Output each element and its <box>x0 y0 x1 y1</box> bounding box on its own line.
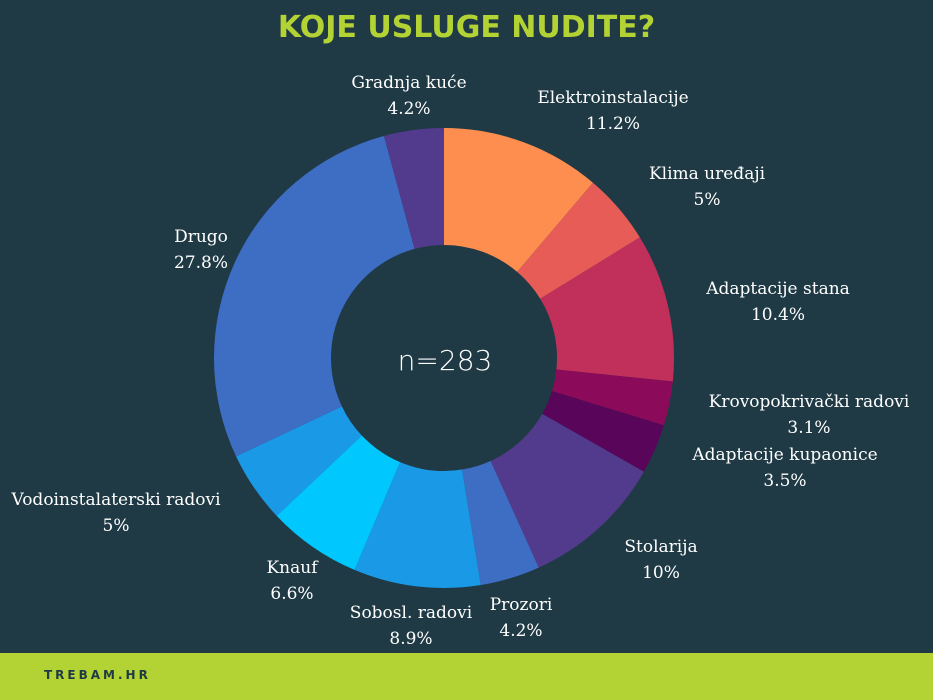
slice-prozori <box>462 460 539 586</box>
slice-label: Vodoinstalaterski radovi <box>10 490 221 510</box>
slice-value: 6.6% <box>270 584 313 604</box>
slice-value: 11.2% <box>586 114 640 134</box>
slice-label: Elektroinstalacije <box>537 88 688 108</box>
center-label: n=283 <box>398 344 493 377</box>
slice-adaptacije-stana <box>540 237 674 382</box>
slice-label: Knauf <box>266 558 319 578</box>
slice-value: 3.1% <box>787 418 830 438</box>
slice-label: Prozori <box>490 595 553 615</box>
slice-value: 5% <box>694 190 721 210</box>
slice-label: Drugo <box>174 227 228 247</box>
slice-drugo <box>214 135 415 457</box>
slice-elektroinstalacije <box>444 128 593 272</box>
slice-label: Krovopokrivački radovi <box>709 392 910 412</box>
slice-label: Adaptacije stana <box>705 279 850 299</box>
slice-krovopokriva-ki-radovi <box>552 369 673 426</box>
donut-chart: n=283 Elektroinstalacije 11.2% Klima uređa… <box>10 73 910 649</box>
slice-label: Stolarija <box>624 537 697 557</box>
slice-value: 3.5% <box>763 471 806 491</box>
slice-value: 27.8% <box>174 253 228 273</box>
slice-label: Sobosl. radovi <box>350 603 473 623</box>
chart-title: KOJE USLUGE NUDITE? <box>277 10 656 45</box>
slice-adaptacije-kupaonice <box>542 391 664 472</box>
slice-label: Gradnja kuće <box>351 73 466 93</box>
slice-value: 10.4% <box>751 305 805 325</box>
slice-value: 4.2% <box>387 99 430 119</box>
brand-logo: TREBAM.HR <box>44 668 151 682</box>
slice-label: Adaptacije kupaonice <box>691 445 877 465</box>
slice-value: 4.2% <box>499 621 542 641</box>
slice-klima-ure-aji <box>517 182 640 299</box>
slice-label: Klima uređaji <box>649 164 766 184</box>
slice-knauf <box>276 435 401 570</box>
slice-value: 8.9% <box>389 629 432 649</box>
slice-sobosl-radovi <box>354 462 481 588</box>
slice-gradnja-ku-e <box>383 128 444 249</box>
slice-vodoinstalaterski-radovi <box>236 406 362 516</box>
slice-value: 10% <box>642 563 680 583</box>
slice-value: 5% <box>103 516 130 536</box>
footer-bar: TREBAM.HR <box>0 653 933 700</box>
slice-stolarija <box>490 413 644 568</box>
